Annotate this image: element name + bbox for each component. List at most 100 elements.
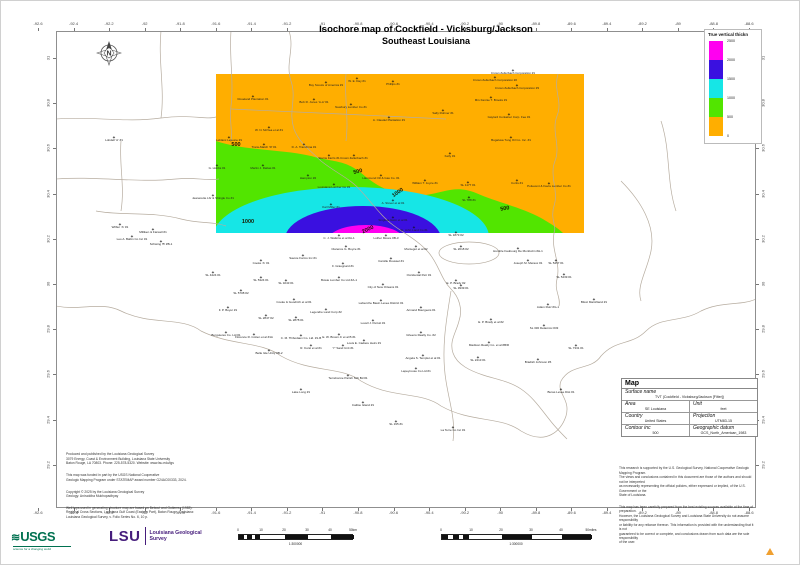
datum-value: GCS_North_American_1983	[700, 431, 747, 435]
contour-value-label: 1000	[241, 219, 255, 225]
well-label: Leblanc Lejeune #1	[215, 138, 243, 142]
well-label: SL 2018 #2	[453, 247, 469, 251]
well-label: Boy Scouts of America #1	[308, 83, 344, 87]
scalebar: 0 10 20 30 40 50km 1:300000	[237, 528, 357, 546]
well-label: Belle Isle Unity #B-2	[255, 351, 283, 355]
axis-tick-bottom	[180, 508, 181, 511]
axis-tick-left	[53, 329, 56, 330]
legend-band	[709, 117, 723, 136]
well-marker: + Belle Isle Unity #B-2	[255, 348, 283, 355]
well-symbol-icon: +	[466, 180, 470, 185]
map-title-line1: Isochore map of Cockfield - Vicksburg/Ja…	[319, 24, 533, 35]
axis-tick-label-bottom: -92.2	[104, 510, 114, 515]
well-label: Burguieres Co. Ltd #1	[211, 333, 241, 337]
well-symbol-icon: +	[546, 302, 550, 307]
well-marker: + SL 4424 #1	[205, 270, 220, 277]
well-marker: + C. J. Watkins et al #A-1	[323, 233, 354, 240]
well-symbol-icon: +	[267, 348, 271, 353]
well-label: D. A. Tranchina #1	[291, 145, 317, 149]
map-title-line2: Southeast Louisiana	[381, 35, 470, 46]
axis-tick-label-top: -90.4	[424, 21, 434, 26]
surface-name-value: TVT (Cockfield - Vicksburg/Jackson [Filt…	[655, 395, 724, 399]
well-symbol-icon: +	[267, 125, 271, 130]
scalebar-tick-label: 30	[529, 528, 533, 532]
well-label: Crown Zellerbach Corporation #2	[472, 78, 518, 82]
map-info-row: Country United States Projection UTM83-15	[622, 412, 757, 424]
contour-value-label: 500	[231, 142, 241, 148]
isochore-color-fill	[216, 74, 584, 233]
well-symbol-icon: +	[112, 135, 116, 140]
contour-inc-label: Contour inc	[625, 425, 651, 431]
axis-tick-label-bottom: -92.6	[33, 510, 43, 515]
axis-tick-left	[53, 193, 56, 195]
axis-tick-label-top: -89.4	[602, 21, 612, 26]
well-marker: + SL 195 #1	[389, 419, 403, 426]
well-symbol-icon: +	[332, 182, 336, 187]
axis-tick-label-left: 30	[45, 281, 51, 287]
axis-tick-bottom	[357, 508, 359, 511]
projection-label: Projection	[693, 413, 716, 419]
well-label: Singleta Gwin et al #1	[378, 218, 408, 222]
well-symbol-icon: +	[337, 275, 341, 280]
well-symbol-icon: +	[299, 387, 303, 392]
well-marker: + C. M. Thibodaux Co. Ltd. #1-B	[281, 333, 321, 340]
well-symbol-icon: +	[489, 95, 493, 100]
axis-tick-label-bottom: -91.2	[282, 510, 292, 515]
axis-tick-top	[500, 28, 501, 31]
well-symbol-icon: +	[489, 317, 493, 322]
scalebar-ratio: 1:300000	[509, 541, 523, 546]
well-label: Bob R. Jones 'A-A' #1	[299, 100, 329, 104]
axis-tick-right	[756, 193, 759, 195]
axis-tick-label-top: -91	[319, 21, 326, 26]
well-symbol-icon: +	[371, 318, 375, 323]
axis-tick-bottom	[535, 508, 537, 511]
scalebar-tick-label: 40	[328, 528, 332, 532]
axis-tick-label-top: -90.6	[388, 21, 399, 26]
well-symbol-icon: +	[341, 343, 345, 348]
credits-welltops: Well tops used in generating structure m…	[66, 505, 194, 519]
well-symbol-icon: +	[476, 355, 480, 360]
well-symbol-icon: +	[414, 366, 418, 371]
axis-tick-bottom	[286, 508, 288, 511]
axis-tick-label-bottom: -91.4	[246, 510, 256, 515]
well-marker: + Leo A. Babin Co Inc #1	[117, 234, 148, 241]
usgs-logo-text: USGS	[20, 529, 56, 544]
well-marker: + Madison Realty Co. et al #B/R	[469, 340, 509, 347]
axis-tick-label-left: 30.6	[45, 144, 51, 153]
usgs-wave-icon: ≋	[11, 532, 21, 544]
axis-tick-top	[215, 28, 217, 31]
well-marker: + SL 788 #1	[462, 195, 476, 202]
well-symbol-icon: +	[509, 135, 513, 140]
well-marker: + Crown Zellerbach Corporation #2	[472, 75, 518, 82]
well-label: Lafourche Basin Levee District #1	[358, 301, 404, 305]
well-label: R. Kurst et al #1	[300, 346, 322, 350]
scalebar-tick-label: 0	[440, 528, 442, 532]
well-symbol-icon: +	[515, 178, 519, 183]
axis-tick-label-bottom: -90.8	[353, 510, 363, 515]
well-label: SL 788 #1	[462, 198, 476, 202]
axis-tick-left	[53, 103, 56, 104]
well-marker: + D. A. Tranchina #1	[291, 142, 317, 149]
axis-tick-label-bottom: -91.8	[175, 510, 185, 515]
axis-tick-top	[286, 28, 288, 31]
well-label: Biloxi Marshland #1	[580, 300, 608, 304]
well-label: Lobdell 'A' #1	[105, 138, 123, 142]
well-label: Mrs Fannie T. Brooks #1	[474, 98, 508, 102]
well-label: E. P. Brady #2	[446, 281, 466, 285]
well-marker: + Cooke 'A' #1	[253, 258, 270, 265]
axis-tick-label-top: -92.4	[68, 21, 79, 26]
well-symbol-icon: +	[324, 80, 328, 85]
well-marker: + Bowie Lumber Co Ltd #A-1	[321, 275, 357, 282]
well-symbol-icon: +	[394, 419, 398, 424]
well-label: A. Slover et al #1	[381, 201, 405, 205]
axis-tick-label-right: 30.6	[760, 144, 766, 153]
well-label: SL 2878 #1	[288, 318, 304, 322]
well-marker: + Louisiana Lumber Co #1	[318, 182, 351, 189]
well-marker: + Milliken & Farwell #1	[139, 227, 167, 234]
legend-stop-label: 0	[727, 134, 729, 138]
well-marker: + Montegut et al #2	[404, 244, 427, 251]
axis-tick-label-left: 29.4	[45, 415, 51, 424]
well-label: Sally Rohner #1	[432, 111, 454, 115]
